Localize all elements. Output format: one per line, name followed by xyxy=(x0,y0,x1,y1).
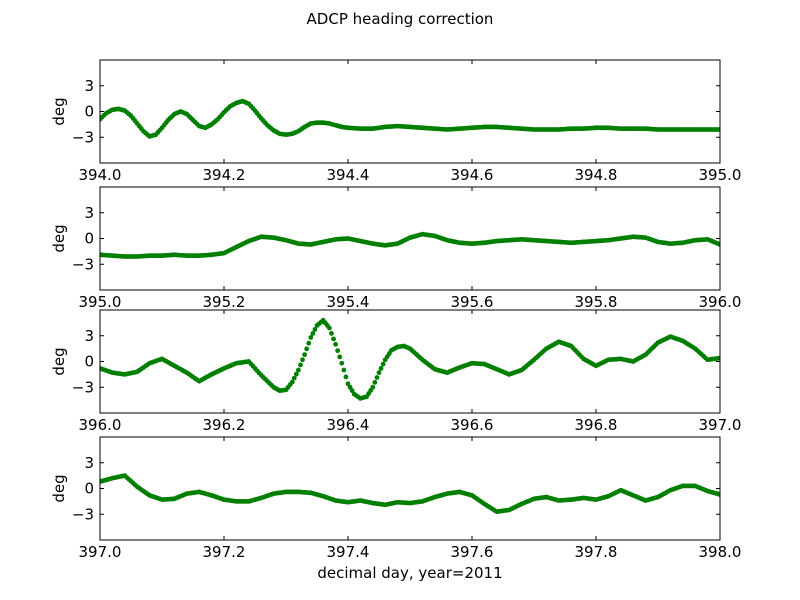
data-point xyxy=(289,379,295,385)
data-point xyxy=(329,331,334,336)
y-tick-label: 3 xyxy=(84,454,94,472)
y-axis-label: deg xyxy=(50,474,68,502)
x-tick-label: 396.2 xyxy=(203,416,246,434)
y-tick-label: −3 xyxy=(72,255,94,273)
data-point xyxy=(310,331,316,336)
x-tick-label: 394.2 xyxy=(203,166,246,184)
x-tick-label: 397.0 xyxy=(699,416,742,434)
y-tick-label: −3 xyxy=(72,505,94,523)
x-tick-label: 395.0 xyxy=(699,166,742,184)
data-point xyxy=(291,375,297,381)
data-point xyxy=(304,346,310,352)
x-tick-label: 396.0 xyxy=(699,293,742,311)
subplot-stack: 394.0 394.2 394.4 394.6 394.8 395.030−3deg395… xyxy=(50,59,742,561)
x-tick-label: 396.6 xyxy=(451,416,494,434)
data-point xyxy=(717,242,720,247)
figure-title: ADCP heading correction xyxy=(307,10,494,28)
data-point xyxy=(308,335,314,340)
x-tick-label: 397.4 xyxy=(327,543,370,561)
x-tick-label: 396.4 xyxy=(327,416,370,434)
x-tick-label: 394.4 xyxy=(327,166,370,184)
x-tick-label: 397.8 xyxy=(575,543,618,561)
data-point xyxy=(374,375,380,380)
y-tick-label: −3 xyxy=(72,378,94,396)
y-axis-label: deg xyxy=(50,347,68,375)
x-tick-label: 397.2 xyxy=(203,543,246,561)
y-tick-label: 3 xyxy=(84,327,94,345)
data-point xyxy=(293,371,299,377)
data-point xyxy=(343,374,349,380)
data-points xyxy=(100,473,720,515)
x-tick-label: 394.8 xyxy=(575,166,618,184)
y-tick-label: 0 xyxy=(84,353,94,371)
y-axis-label: deg xyxy=(50,97,68,125)
data-point xyxy=(333,341,338,347)
y-tick-label: 0 xyxy=(84,103,94,121)
data-point xyxy=(717,355,720,361)
data-point xyxy=(341,367,347,373)
data-point xyxy=(327,325,332,331)
data-point xyxy=(349,388,355,394)
x-tick-label: 396.8 xyxy=(575,416,618,434)
data-point xyxy=(376,370,382,376)
x-tick-label: 394.0 xyxy=(79,166,122,184)
x-tick-label: 395.2 xyxy=(203,293,246,311)
data-points xyxy=(100,231,720,259)
data-point xyxy=(300,357,305,363)
x-tick-label: 395.0 xyxy=(79,293,122,311)
data-point xyxy=(298,362,303,368)
y-tick-label: 3 xyxy=(84,77,94,95)
x-tick-label: 397.6 xyxy=(451,543,494,561)
x-tick-label: 395.8 xyxy=(575,293,618,311)
data-point xyxy=(335,348,341,354)
data-point xyxy=(339,360,345,366)
y-axis-label: deg xyxy=(50,224,68,252)
y-tick-label: −3 xyxy=(72,128,94,146)
data-point xyxy=(306,340,312,346)
data-point xyxy=(372,379,378,385)
y-tick-label: 3 xyxy=(84,204,94,222)
x-tick-label: 394.6 xyxy=(451,166,494,184)
x-axis-label: decimal day, year=2011 xyxy=(317,564,502,582)
data-point xyxy=(331,336,336,342)
data-point xyxy=(717,127,720,132)
x-tick-label: 396.0 xyxy=(79,416,122,434)
data-point xyxy=(337,354,343,360)
data-point xyxy=(717,492,720,497)
y-tick-label: 0 xyxy=(84,480,94,498)
x-tick-label: 398.0 xyxy=(699,543,742,561)
data-point xyxy=(296,367,301,373)
data-point xyxy=(378,365,384,371)
data-point xyxy=(370,384,376,390)
x-tick-label: 395.6 xyxy=(451,293,494,311)
data-point xyxy=(380,361,386,367)
x-tick-label: 395.4 xyxy=(327,293,370,311)
data-point xyxy=(302,352,307,358)
data-points xyxy=(100,317,720,401)
x-tick-label: 397.0 xyxy=(79,543,122,561)
y-tick-label: 0 xyxy=(84,230,94,248)
data-point xyxy=(312,327,318,332)
data-points xyxy=(100,98,720,139)
